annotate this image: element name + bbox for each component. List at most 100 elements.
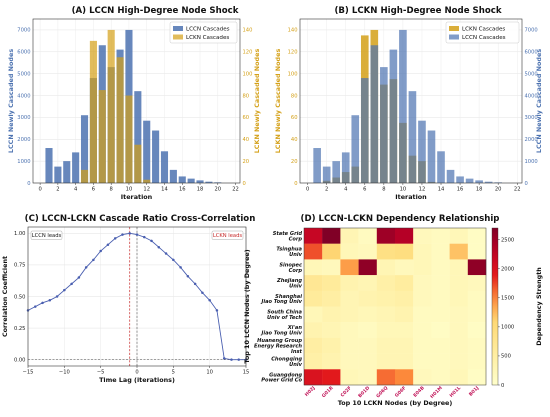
heatmap-cell-r9-c5 bbox=[395, 369, 414, 386]
y-tick-label: 60 bbox=[291, 115, 298, 121]
correlation-point-0 bbox=[135, 233, 139, 236]
x-tick-label: 18 bbox=[197, 187, 204, 193]
correlation-point-1 bbox=[143, 235, 146, 239]
heatmap-cell-r3-c1 bbox=[322, 275, 341, 291]
x-category-label: E04B bbox=[412, 385, 426, 399]
correlation-point--10 bbox=[63, 288, 66, 292]
correlation-point--5 bbox=[99, 249, 102, 253]
annotation-lckn-leads: LCKN leads bbox=[213, 233, 243, 239]
panel-c: (C) LCCN-LCKN Cascade Ratio Cross-Correl… bbox=[1, 214, 255, 384]
heatmap-cell-r7-c4 bbox=[376, 337, 396, 354]
heatmap-cell-r8-c0 bbox=[304, 353, 323, 370]
y-category-label: Xi'an bbox=[287, 325, 303, 331]
heatmap-cell-r1-c6 bbox=[413, 243, 432, 260]
heatmap-cell-r0-c6 bbox=[413, 228, 432, 244]
y2-axis-label: LCCN Newly Cascaded Nodes bbox=[535, 49, 543, 153]
correlation-point--11 bbox=[55, 295, 59, 298]
heatmap-cell-r1-c1 bbox=[322, 243, 341, 260]
correlation-point-9 bbox=[201, 291, 204, 294]
heatmap-cell-r3-c8 bbox=[449, 275, 468, 291]
heatmap-cell-r5-c7 bbox=[431, 306, 450, 323]
y-tick-label: 5000 bbox=[17, 71, 30, 77]
heatmap-cell-r4-c7 bbox=[431, 290, 450, 307]
heatmap-cell-r8-c4 bbox=[376, 353, 396, 370]
y-category-label: Chongqing bbox=[271, 357, 302, 363]
bar-lckn-cascades-12 bbox=[143, 179, 151, 183]
panel-d: (D) LCCN-LCKN Dependency Relationship H0… bbox=[243, 214, 543, 407]
correlation-point-6 bbox=[179, 266, 182, 269]
heatmap-cell-r3-c2 bbox=[340, 275, 359, 291]
x-tick-label: 2 bbox=[325, 187, 328, 193]
x-tick-label: 0 bbox=[135, 370, 138, 376]
y-category-label: Huaneng Group bbox=[257, 338, 302, 344]
correlation-point-3 bbox=[157, 245, 161, 249]
correlation-point--9 bbox=[70, 282, 73, 286]
bar-lccn-cascades-12 bbox=[418, 120, 426, 183]
heatmap-cell-r3-c6 bbox=[413, 275, 432, 291]
heatmap-cell-r9-c1 bbox=[322, 369, 341, 386]
legend-swatch bbox=[449, 26, 459, 31]
heatmap-cell-r4-c6 bbox=[413, 290, 432, 307]
legend-box bbox=[169, 21, 238, 44]
correlation-point-2 bbox=[150, 239, 153, 243]
heatmap-cell-r1-c4 bbox=[376, 243, 396, 260]
bar-lccn-cascades-18 bbox=[196, 180, 204, 183]
bar-lccn-cascades-14 bbox=[437, 151, 445, 183]
x-tick-label: 10 bbox=[400, 187, 407, 193]
y-category-label: South China bbox=[267, 309, 302, 315]
heatmap-cell-r2-c7 bbox=[431, 259, 450, 276]
heatmap-cell-r0-c1 bbox=[322, 228, 341, 244]
correlation-point--12 bbox=[48, 299, 52, 302]
heatmap-cell-r4-c0 bbox=[304, 290, 323, 307]
x-tick-label: 20 bbox=[495, 187, 502, 193]
y-tick-label: 0 bbox=[294, 181, 297, 187]
y2-tick-label: 5000 bbox=[525, 71, 538, 77]
correlation-point-13 bbox=[230, 358, 233, 361]
plot-frame bbox=[299, 18, 523, 184]
y-tick-label: 4000 bbox=[17, 93, 30, 99]
plot-frame bbox=[32, 18, 241, 184]
bar-lccn-cascades-15 bbox=[446, 169, 455, 183]
bar-lckn-cascades-10 bbox=[125, 95, 133, 183]
x-category-label: B01J bbox=[468, 385, 481, 398]
y-tick-label: 140 bbox=[288, 28, 298, 34]
heatmap-cell-r3-c5 bbox=[395, 275, 414, 291]
bar-lccn-cascades-4 bbox=[72, 152, 80, 183]
heatmap-cell-r3-c0 bbox=[304, 275, 323, 291]
heatmap-cell-r5-c2 bbox=[340, 306, 359, 323]
y2-tick-label: 100 bbox=[243, 71, 253, 77]
y-tick-label: 40 bbox=[291, 137, 298, 143]
correlation-point-4 bbox=[164, 252, 168, 255]
y2-tick-label: 0 bbox=[525, 181, 528, 187]
bar-lccn-cascades-19 bbox=[484, 181, 493, 183]
heatmap-cell-r3-c7 bbox=[431, 275, 450, 291]
heatmap-cell-r7-c1 bbox=[322, 337, 341, 354]
heatmap-cell-r7-c8 bbox=[449, 337, 468, 354]
y-tick-label: 6000 bbox=[17, 50, 30, 56]
bar-lccn-cascades-13 bbox=[152, 130, 160, 183]
heatmap-cell-r8-c2 bbox=[340, 353, 359, 370]
colorbar-tick-label: 1500 bbox=[501, 296, 514, 302]
colorbar-tick-label: 2000 bbox=[501, 267, 514, 273]
x-tick-label: −15 bbox=[23, 370, 34, 376]
bar-lccn-cascades-19 bbox=[205, 181, 213, 183]
y-category-label: Jiao Tong Univ bbox=[260, 331, 302, 337]
heatmap-cell-r0-c9 bbox=[467, 228, 487, 244]
heatmap-cell-r5-c5 bbox=[395, 306, 414, 323]
heatmap-cell-r2-c1 bbox=[322, 259, 341, 276]
y2-tick-label: 0 bbox=[243, 181, 246, 187]
colorbar bbox=[491, 227, 499, 386]
heatmap-cell-r2-c9 bbox=[467, 259, 487, 276]
correlation-point-10 bbox=[208, 299, 211, 302]
heatmap-cell-r8-c6 bbox=[413, 353, 432, 370]
heatmap-cell-r3-c4 bbox=[376, 275, 396, 291]
correlation-point--14 bbox=[34, 305, 37, 308]
x-tick-label: 10 bbox=[206, 370, 213, 376]
bar-lckn-cascades-11 bbox=[134, 144, 142, 183]
heatmap-cell-r7-c9 bbox=[467, 337, 487, 354]
heatmap-cell-r0-c5 bbox=[395, 228, 414, 244]
heatmap-cell-r7-c2 bbox=[340, 337, 359, 354]
x-category-label: G01R bbox=[321, 385, 335, 399]
legend-label: LCKN Cascades bbox=[186, 35, 229, 41]
